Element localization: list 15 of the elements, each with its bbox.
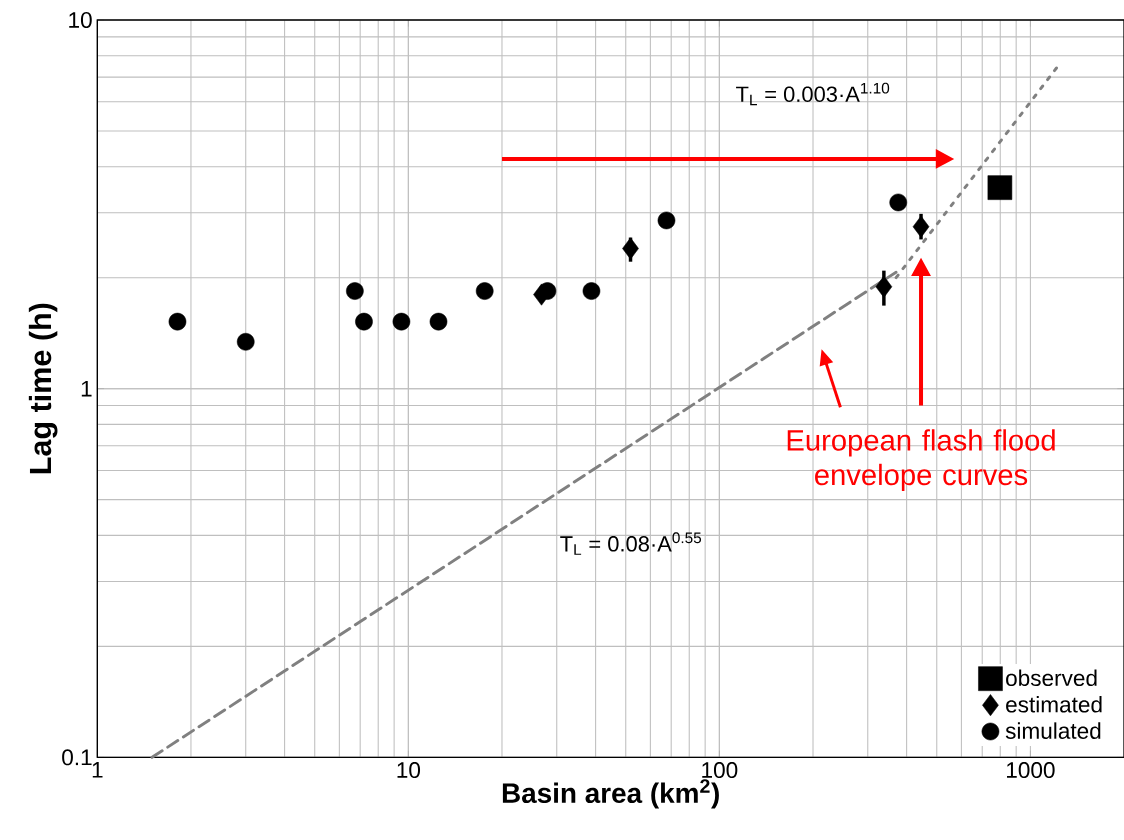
y-tick-label: 1 bbox=[81, 380, 92, 397]
x-tick-label: 1 bbox=[92, 762, 103, 778]
annotation: T$_{L}$ = 0.08·A$^{0.55}$ bbox=[560, 532, 702, 555]
y-tick-label: 10 bbox=[69, 12, 92, 28]
x-tick-label: 10 bbox=[397, 762, 421, 779]
x-axis-title: Basin area (km$^{2}$) bbox=[502, 779, 719, 809]
legend-label: simulated bbox=[1005, 722, 1101, 739]
legend-label: estimated bbox=[1006, 696, 1102, 713]
x-tick-label: 100 bbox=[702, 762, 738, 779]
annotation: T$_{L}$ = 0.003·A$^{1.10}$ bbox=[736, 82, 890, 106]
x-tick-label: 1000 bbox=[1007, 762, 1055, 779]
legend-label: observed bbox=[1006, 669, 1097, 687]
annotation: European flash flood envelope curves bbox=[787, 429, 1055, 492]
y-tick-label: 0.1 bbox=[62, 749, 92, 766]
y-axis-title: Lag time (h) bbox=[28, 303, 58, 474]
